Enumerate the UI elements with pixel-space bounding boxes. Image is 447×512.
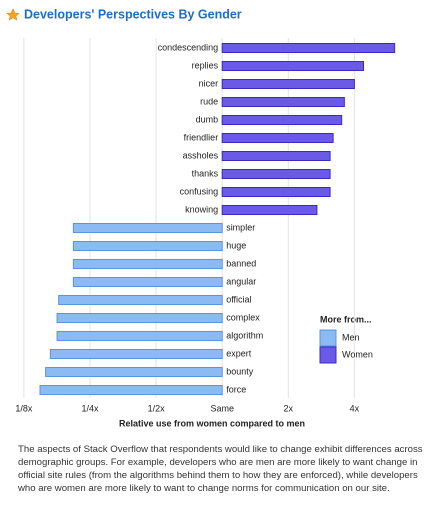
x-axis-title: Relative use from women compared to men bbox=[119, 418, 305, 428]
y-tick-label: rude bbox=[200, 96, 218, 106]
y-tick-label: expert bbox=[226, 348, 252, 358]
x-tick-label: 2x bbox=[284, 403, 294, 413]
y-tick-label: algorithm bbox=[226, 330, 263, 340]
y-tick-label: friendlier bbox=[184, 132, 219, 142]
y-tick-label: huge bbox=[226, 240, 246, 250]
x-tick-label: 1/4x bbox=[81, 403, 99, 413]
y-tick-label: nicer bbox=[199, 78, 219, 88]
bar bbox=[72, 277, 223, 287]
bar bbox=[39, 385, 223, 395]
caption: The aspects of Stack Overflow that respo… bbox=[18, 444, 423, 494]
bar bbox=[56, 313, 223, 323]
y-tick-label: replies bbox=[192, 60, 219, 70]
bar bbox=[45, 367, 223, 377]
bar bbox=[221, 169, 331, 179]
x-tick-label: 1/8x bbox=[15, 403, 33, 413]
star-icon bbox=[6, 8, 20, 21]
y-tick-label: bounty bbox=[226, 366, 254, 376]
y-tick-label: condescending bbox=[158, 42, 219, 52]
legend-title: More from... bbox=[320, 314, 372, 324]
bar bbox=[58, 295, 223, 305]
y-tick-label: assholes bbox=[183, 150, 219, 160]
y-tick-label: official bbox=[226, 294, 251, 304]
legend-label: Men bbox=[342, 332, 360, 342]
bar bbox=[221, 151, 331, 161]
bar bbox=[221, 133, 334, 143]
bar bbox=[221, 43, 396, 53]
bar bbox=[72, 259, 223, 269]
y-tick-label: knowing bbox=[185, 204, 218, 214]
y-tick-label: simpler bbox=[226, 222, 255, 232]
y-tick-label: banned bbox=[226, 258, 256, 268]
bar bbox=[221, 115, 343, 125]
legend-label: Women bbox=[342, 349, 373, 359]
y-tick-label: confusing bbox=[180, 186, 219, 196]
bar bbox=[221, 205, 318, 215]
x-tick-label: 4x bbox=[350, 403, 360, 413]
chart: Developers' Perspectives By Gender Relat… bbox=[6, 7, 396, 428]
bar bbox=[72, 241, 223, 251]
legend-swatch bbox=[319, 346, 337, 364]
x-tick-label: 1/2x bbox=[148, 403, 166, 413]
bar bbox=[56, 331, 223, 341]
x-tick-label: Same bbox=[210, 403, 234, 413]
y-tick-label: dumb bbox=[196, 114, 219, 124]
bar bbox=[221, 61, 364, 71]
bar bbox=[72, 223, 223, 233]
chart-title: Developers' Perspectives By Gender bbox=[24, 7, 242, 21]
y-tick-label: force bbox=[226, 384, 246, 394]
legend-swatch bbox=[319, 329, 337, 347]
y-tick-label: complex bbox=[226, 312, 260, 322]
bar bbox=[221, 79, 355, 89]
bar bbox=[49, 349, 223, 359]
bar bbox=[221, 97, 345, 107]
bar bbox=[221, 187, 331, 197]
y-tick-label: thanks bbox=[192, 168, 219, 178]
y-tick-label: angular bbox=[226, 276, 256, 286]
